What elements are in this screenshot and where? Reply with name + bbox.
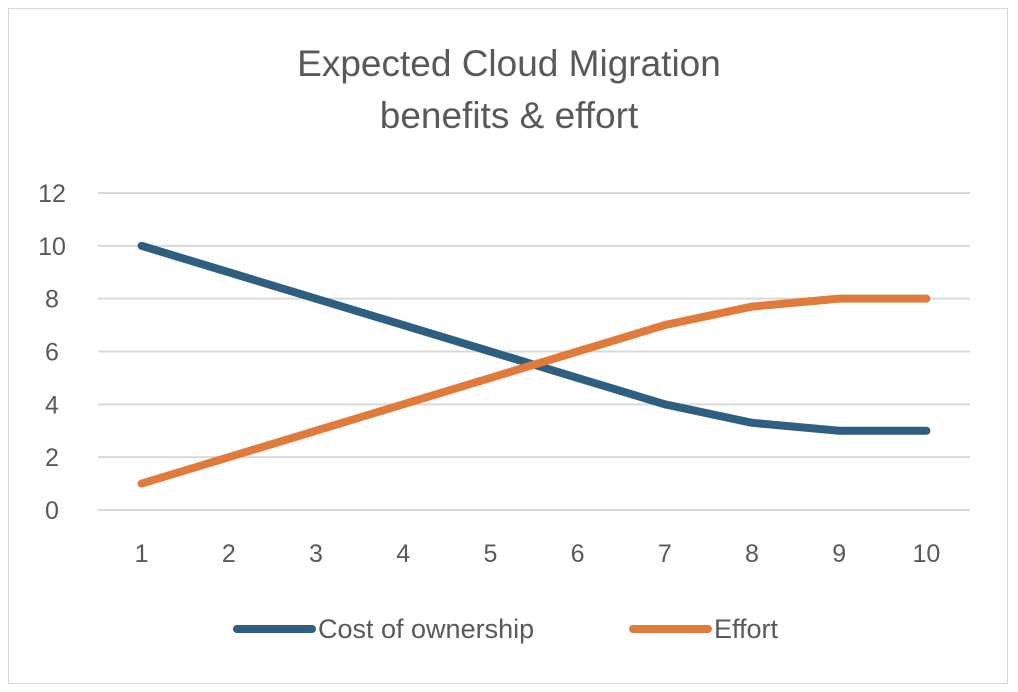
y-axis-ticks: 0 2 4 6 8 10 12 — [38, 180, 66, 525]
series-lines — [137, 241, 931, 488]
legend-label: Effort — [714, 614, 779, 644]
y-tick-label: 12 — [38, 180, 66, 208]
x-tick-label: 2 — [222, 540, 236, 568]
x-tick-label: 5 — [483, 540, 497, 568]
y-tick-label: 10 — [38, 233, 66, 261]
legend-item: Cost of ownership — [233, 614, 534, 644]
y-tick-label: 8 — [45, 286, 59, 314]
chart-title-line-1: Expected Cloud Migration — [297, 43, 721, 84]
chart-title-line-2: benefits & effort — [379, 95, 639, 136]
x-axis-ticks: 1 2 3 4 5 6 7 8 9 10 — [135, 540, 941, 568]
series-line-effort — [137, 294, 931, 488]
legend: Cost of ownership Effort — [233, 614, 779, 644]
x-tick-label: 7 — [658, 540, 672, 568]
chart-frame — [8, 8, 1008, 684]
y-tick-label: 6 — [45, 339, 59, 367]
y-tick-label: 4 — [45, 391, 59, 419]
y-tick-label: 2 — [45, 444, 59, 472]
x-tick-label: 4 — [396, 540, 410, 568]
legend-label: Cost of ownership — [318, 614, 534, 644]
legend-item: Effort — [629, 614, 779, 644]
gridlines — [98, 192, 970, 511]
chart-title: Expected Cloud Migration benefits & effo… — [0, 38, 1018, 142]
x-tick-label: 3 — [309, 540, 323, 568]
x-tick-label: 9 — [832, 540, 846, 568]
x-tick-label: 8 — [745, 540, 759, 568]
series-line-cost-of-ownership — [137, 241, 931, 435]
x-tick-label: 1 — [135, 540, 149, 568]
y-tick-label: 0 — [45, 497, 59, 525]
x-tick-label: 6 — [571, 540, 585, 568]
x-tick-label: 10 — [912, 540, 940, 568]
